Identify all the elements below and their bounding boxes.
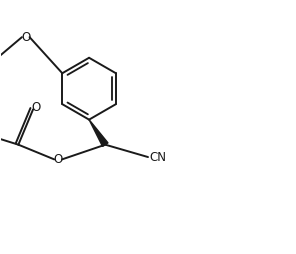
Text: CN: CN xyxy=(149,151,166,164)
Polygon shape xyxy=(89,120,108,147)
Text: O: O xyxy=(54,153,63,166)
Text: O: O xyxy=(31,101,41,114)
Text: O: O xyxy=(21,31,30,44)
